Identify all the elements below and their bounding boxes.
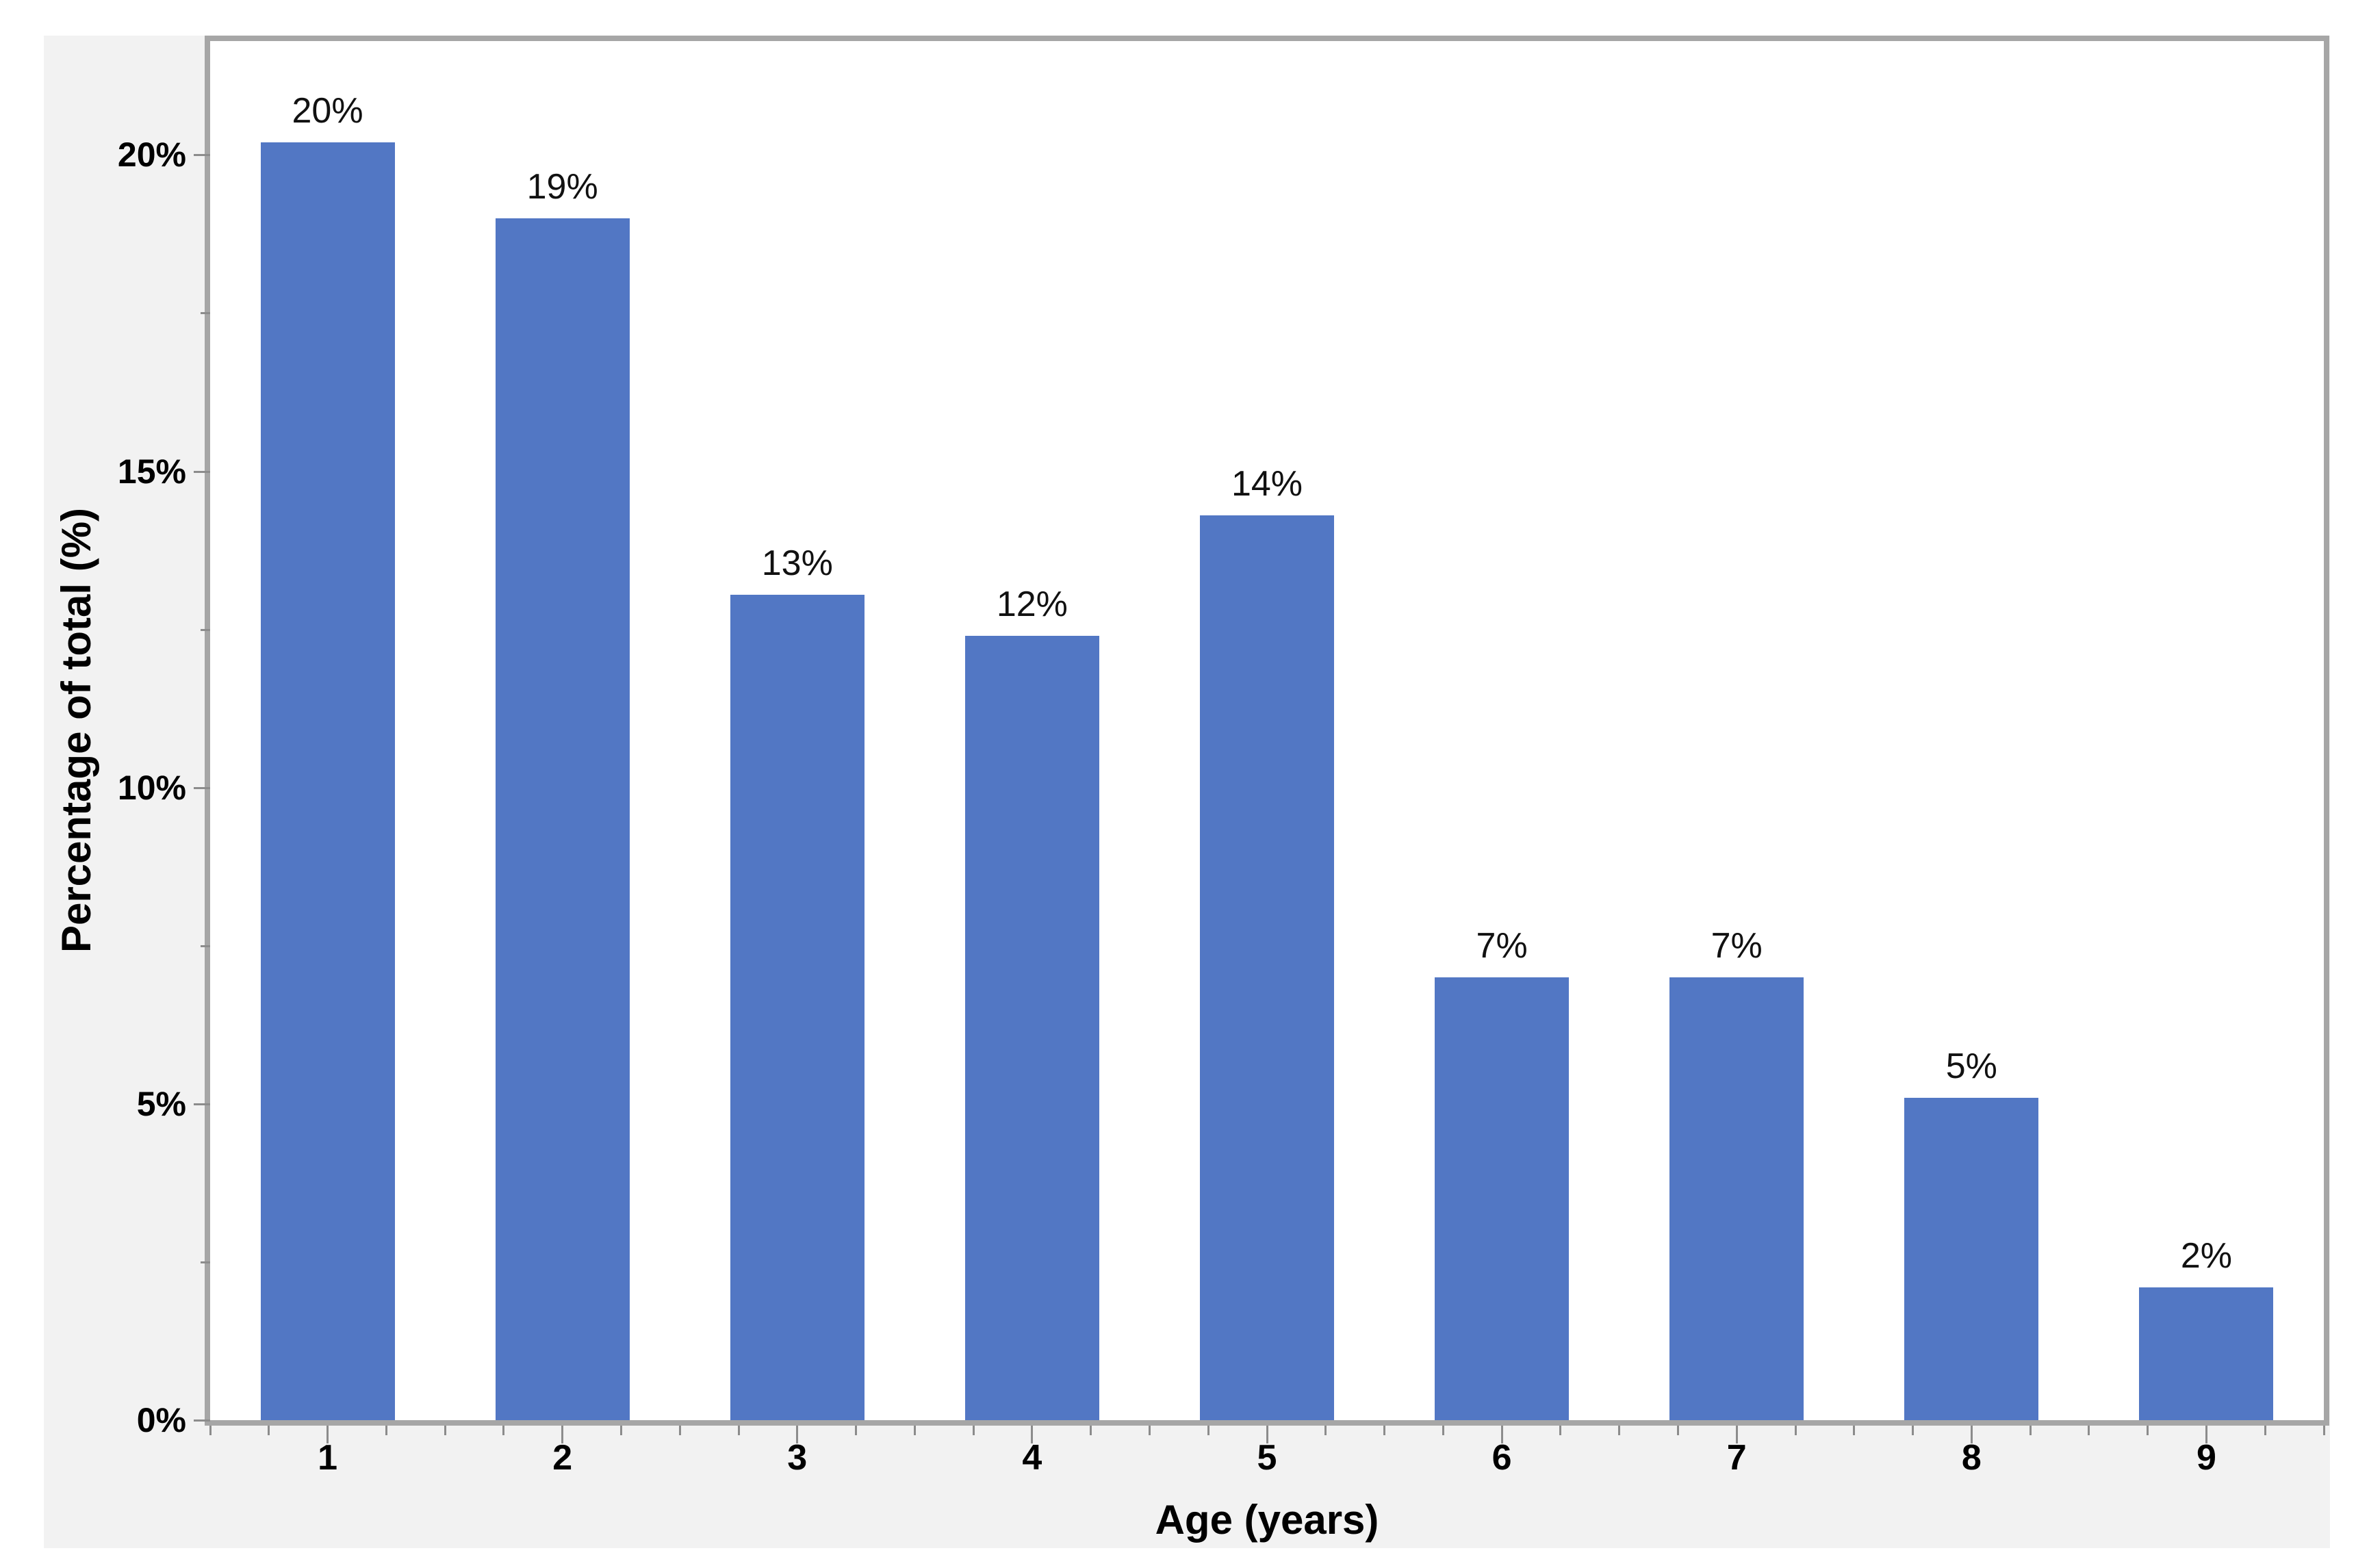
y-axis-minor-tick (201, 1261, 210, 1263)
bar (1669, 977, 1804, 1420)
x-axis-tick-label: 9 (2196, 1438, 2216, 1478)
y-axis-major-tick (194, 786, 210, 789)
x-axis-minor-tick (678, 1426, 681, 1435)
x-axis-major-tick (1970, 1426, 1973, 1443)
x-axis-minor-tick (1676, 1426, 1679, 1435)
x-axis-tick-label: 6 (1491, 1438, 1512, 1478)
x-axis-tick-label: 3 (787, 1438, 808, 1478)
bar (964, 635, 1099, 1420)
bar (495, 218, 630, 1420)
y-axis-minor-tick (201, 628, 210, 631)
y-axis-minor-tick (201, 312, 210, 315)
bar-value-label: 5% (1945, 1046, 1997, 1086)
x-axis-minor-tick (2088, 1426, 2090, 1435)
x-axis-major-tick (326, 1426, 329, 1443)
bar-value-label: 2% (2180, 1235, 2233, 1276)
y-axis-major-tick (194, 470, 210, 473)
y-axis-tick-label: 20% (117, 136, 186, 175)
x-axis-tick-label: 7 (1726, 1438, 1747, 1478)
x-axis-minor-tick (2264, 1426, 2266, 1435)
x-axis-tick-label: 5 (1257, 1438, 1277, 1478)
bar (1435, 977, 1570, 1420)
bar-value-label: 14% (1231, 464, 1303, 504)
x-axis-major-tick (1031, 1426, 1034, 1443)
x-axis-minor-tick (855, 1426, 858, 1435)
x-axis-minor-tick (1148, 1426, 1151, 1435)
x-axis-minor-tick (209, 1426, 212, 1435)
x-axis-minor-tick (2029, 1426, 2032, 1435)
x-axis-minor-tick (1618, 1426, 1621, 1435)
y-axis-title: Percentage of total (%) (53, 507, 99, 953)
x-axis-minor-tick (619, 1426, 622, 1435)
x-axis-major-tick (1735, 1426, 1738, 1443)
bar-value-label: 7% (1711, 925, 1763, 966)
x-axis-minor-tick (2322, 1426, 2325, 1435)
bar-value-label: 20% (292, 90, 363, 131)
x-axis-minor-tick (913, 1426, 916, 1435)
x-axis-major-tick (2205, 1426, 2207, 1443)
x-axis-title: Age (years) (1155, 1497, 1379, 1543)
x-axis-tick-label: 8 (1961, 1438, 1982, 1478)
x-axis-minor-tick (1383, 1426, 1386, 1435)
x-axis-tick-label: 2 (552, 1438, 573, 1478)
x-axis-minor-tick (1912, 1426, 1915, 1435)
y-axis-tick-label: 15% (117, 452, 186, 491)
x-axis-minor-tick (1853, 1426, 1856, 1435)
x-axis-minor-tick (502, 1426, 505, 1435)
x-axis-major-tick (796, 1426, 799, 1443)
y-axis-minor-tick (201, 944, 210, 947)
x-axis-minor-tick (385, 1426, 387, 1435)
y-axis-major-tick (194, 1419, 210, 1422)
bar-value-label: 13% (761, 543, 833, 583)
x-axis-minor-tick (1207, 1426, 1209, 1435)
x-axis-minor-tick (1090, 1426, 1092, 1435)
x-axis-minor-tick (1324, 1426, 1327, 1435)
y-axis-tick-label: 10% (117, 768, 186, 807)
bar (1200, 515, 1334, 1420)
x-axis-major-tick (1500, 1426, 1503, 1443)
bar (1904, 1097, 2039, 1420)
x-axis-minor-tick (1442, 1426, 1444, 1435)
x-axis-minor-tick (972, 1426, 975, 1435)
x-axis-minor-tick (444, 1426, 446, 1435)
y-axis-major-tick (194, 154, 210, 157)
bar (730, 594, 865, 1420)
x-axis-major-tick (561, 1426, 564, 1443)
x-axis-minor-tick (1794, 1426, 1797, 1435)
x-axis-minor-tick (737, 1426, 740, 1435)
x-axis-tick-label: 4 (1022, 1438, 1042, 1478)
x-axis-tick-label: 1 (318, 1438, 338, 1478)
x-axis-major-tick (1266, 1426, 1268, 1443)
y-axis-tick-label: 0% (136, 1401, 186, 1439)
y-axis-tick-label: 5% (136, 1084, 186, 1123)
bar (2139, 1287, 2274, 1420)
bar-value-label: 7% (1476, 925, 1528, 966)
x-axis-minor-tick (268, 1426, 270, 1435)
bar-value-label: 12% (996, 584, 1068, 624)
x-axis-minor-tick (2147, 1426, 2149, 1435)
x-axis-minor-tick (1559, 1426, 1562, 1435)
bar-value-label: 19% (526, 166, 598, 207)
y-axis-major-tick (194, 1103, 210, 1105)
bar (260, 142, 395, 1420)
